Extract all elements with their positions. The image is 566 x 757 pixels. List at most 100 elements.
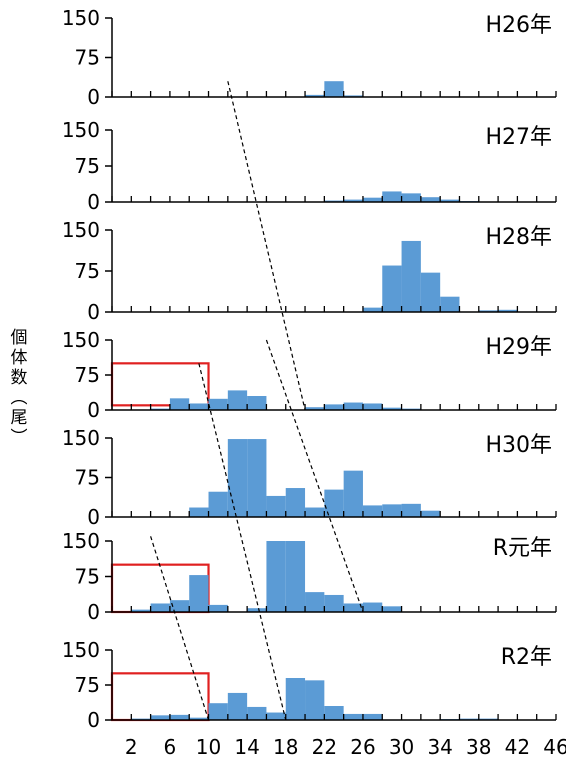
bar <box>247 396 267 410</box>
x-tick-label: 42 <box>505 735 530 757</box>
y-tick-label: 0 <box>87 85 100 109</box>
panel-title: H30年 <box>485 433 552 458</box>
bar <box>189 507 209 517</box>
x-tick-label: 46 <box>543 735 566 757</box>
y-tick-label: 75 <box>75 363 100 387</box>
bar <box>208 491 228 517</box>
bar <box>266 541 286 612</box>
bar <box>382 265 402 312</box>
x-tick-label: 14 <box>234 735 259 757</box>
bar <box>227 439 248 517</box>
bar <box>343 199 363 202</box>
bar <box>150 603 170 612</box>
bar <box>382 504 402 517</box>
bar <box>498 309 518 312</box>
panel-4: 0 75 150 H30年 <box>62 426 557 529</box>
bar <box>382 407 402 410</box>
panel-1: 0 75 150 H27年 <box>62 118 557 214</box>
bar <box>324 81 344 97</box>
bar <box>305 680 325 720</box>
x-axis-labels: 2 6 10 14 18 22 26 30 34 38 42 46 <box>125 735 566 757</box>
bar <box>189 403 209 410</box>
bar <box>227 692 248 720</box>
x-tick-label: 6 <box>164 735 177 757</box>
bar <box>305 507 325 517</box>
x-tick-label: 22 <box>312 735 337 757</box>
panel-6: 0 75 150 R2年 <box>62 638 557 732</box>
y-tick-label: 0 <box>87 600 100 624</box>
y-tick-label: 150 <box>62 529 100 553</box>
y-tick-label: 75 <box>75 673 100 697</box>
highlight-box <box>110 362 210 407</box>
bar <box>305 407 325 410</box>
bar <box>324 594 344 612</box>
bar <box>362 307 383 312</box>
bar <box>440 296 460 312</box>
bar <box>169 714 190 720</box>
y-axis-label: 個体数︵尾︶ <box>11 328 28 448</box>
bar <box>247 706 267 720</box>
bar <box>401 503 421 517</box>
y-tick-label: 150 <box>62 328 100 352</box>
x-tick-label: 18 <box>273 735 298 757</box>
bar <box>362 602 383 612</box>
bar <box>266 712 286 720</box>
bar <box>324 404 344 410</box>
y-tick-label: 150 <box>62 638 100 662</box>
bar <box>285 488 306 517</box>
bar <box>362 403 383 410</box>
bar <box>285 541 306 612</box>
bar <box>343 95 363 97</box>
bar <box>420 197 441 202</box>
x-tick-label: 26 <box>350 735 375 757</box>
bar <box>169 600 190 612</box>
panels-layer: 0 75 150 H26年 0 75 150 H27年 0 75 150 H28年 0 75 150 H29年… <box>62 6 557 732</box>
y-tick-label: 0 <box>87 300 100 324</box>
trend-line <box>265 339 364 613</box>
bar <box>247 608 267 612</box>
y-tick-label: 75 <box>75 259 100 283</box>
bar <box>208 398 228 410</box>
y-axis-label-char: 数 <box>11 368 28 388</box>
panel-0: 0 75 150 H26年 <box>62 6 557 109</box>
bar <box>189 717 209 720</box>
y-axis-label-char: 尾 <box>11 408 28 428</box>
panel-3: 0 75 150 H29年 <box>62 328 557 422</box>
bar <box>478 310 499 312</box>
bar <box>343 713 363 720</box>
bar <box>343 603 363 612</box>
y-axis-label-char: ︵ <box>11 388 28 408</box>
trend-line <box>227 81 306 411</box>
bar <box>440 199 460 202</box>
bar <box>131 609 151 612</box>
bar <box>247 439 267 517</box>
highlight-box <box>110 672 210 722</box>
bar <box>150 715 170 720</box>
bar <box>362 505 383 517</box>
bar <box>343 402 363 410</box>
panel-title: H28年 <box>485 225 552 250</box>
bar <box>285 678 306 720</box>
y-tick-label: 75 <box>75 46 100 70</box>
y-tick-label: 150 <box>62 426 100 450</box>
panel-title: H29年 <box>485 335 552 360</box>
x-tick-label: 34 <box>427 735 452 757</box>
highlight-layer <box>110 362 210 722</box>
bar <box>382 606 402 612</box>
bar <box>362 197 383 202</box>
trend-line <box>198 363 287 721</box>
bar <box>420 510 441 517</box>
bar <box>305 94 325 97</box>
bar <box>227 390 248 410</box>
y-tick-label: 75 <box>75 565 100 589</box>
bar <box>324 706 344 720</box>
y-tick-label: 75 <box>75 466 100 490</box>
y-tick-label: 75 <box>75 154 100 178</box>
x-tick-label: 2 <box>125 735 138 757</box>
panel-2: 0 75 150 H28年 <box>62 218 557 324</box>
bar <box>420 272 441 312</box>
y-axis-label-char: 個 <box>11 328 28 348</box>
bar <box>401 193 421 202</box>
y-tick-label: 0 <box>87 505 100 529</box>
y-axis-label-char: ︶ <box>11 428 28 448</box>
